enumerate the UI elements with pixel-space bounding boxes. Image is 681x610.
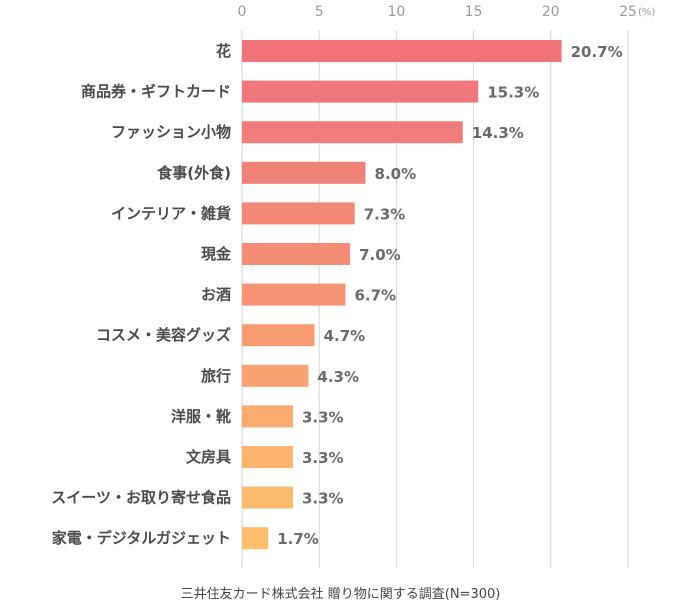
x-tick-label: 0 (238, 4, 247, 20)
value-label: 3.3% (302, 449, 344, 467)
value-label: 14.3% (472, 124, 524, 142)
bar (242, 121, 463, 144)
x-tick-label: 20 (542, 4, 560, 20)
value-label: 20.7% (571, 43, 623, 61)
category-label: ファッション小物 (111, 123, 231, 141)
bar (242, 283, 346, 306)
category-label: 家電・デジタルガジェット (52, 529, 231, 547)
value-label: 3.3% (302, 490, 344, 508)
category-label: インテリア・雑貨 (111, 204, 231, 222)
category-label: お酒 (201, 286, 231, 304)
bar (242, 202, 355, 225)
bar (242, 364, 309, 387)
bar (242, 324, 315, 347)
category-label: コスメ・美容グッズ (96, 326, 231, 344)
x-tick-label: 10 (387, 4, 405, 20)
bar (242, 486, 293, 509)
category-label: 食事(外食) (157, 164, 231, 182)
bar-chart: 0 5 10 15 20 25 (%) 花 20.7% 商品券・ギフトカード 15.3% ファッション… (51, 4, 655, 568)
category-label: 旅行 (201, 367, 231, 385)
bar (242, 161, 366, 184)
category-label: 花 (216, 42, 231, 60)
x-tick-label: 15 (465, 4, 483, 20)
chart-source: 三井住友カード株式会社 贈り物に関する調査(N=300) (180, 587, 501, 602)
x-tick-label: 25 (619, 4, 637, 20)
value-label: 3.3% (302, 408, 344, 426)
category-label: 洋服・靴 (171, 407, 231, 425)
bar (242, 405, 293, 428)
value-label: 4.3% (317, 368, 359, 386)
x-tick-label: 5 (315, 4, 324, 20)
category-label: スイーツ・お取り寄せ食品 (51, 489, 231, 507)
bar (242, 446, 293, 468)
value-label: 7.3% (364, 205, 406, 223)
bar (242, 527, 269, 550)
value-label: 4.7% (324, 327, 366, 345)
category-label: 現金 (201, 245, 232, 263)
value-label: 7.0% (359, 246, 401, 264)
value-label: 8.0% (375, 165, 417, 183)
category-label: 商品券・ギフトカード (81, 83, 231, 101)
value-label: 6.7% (354, 287, 396, 305)
x-unit-label: (%) (638, 7, 655, 18)
bar (242, 40, 562, 62)
category-label: 文房具 (186, 448, 231, 466)
value-label: 1.7% (277, 530, 319, 548)
bar (242, 243, 351, 265)
bar (242, 80, 479, 103)
value-label: 15.3% (487, 84, 539, 102)
